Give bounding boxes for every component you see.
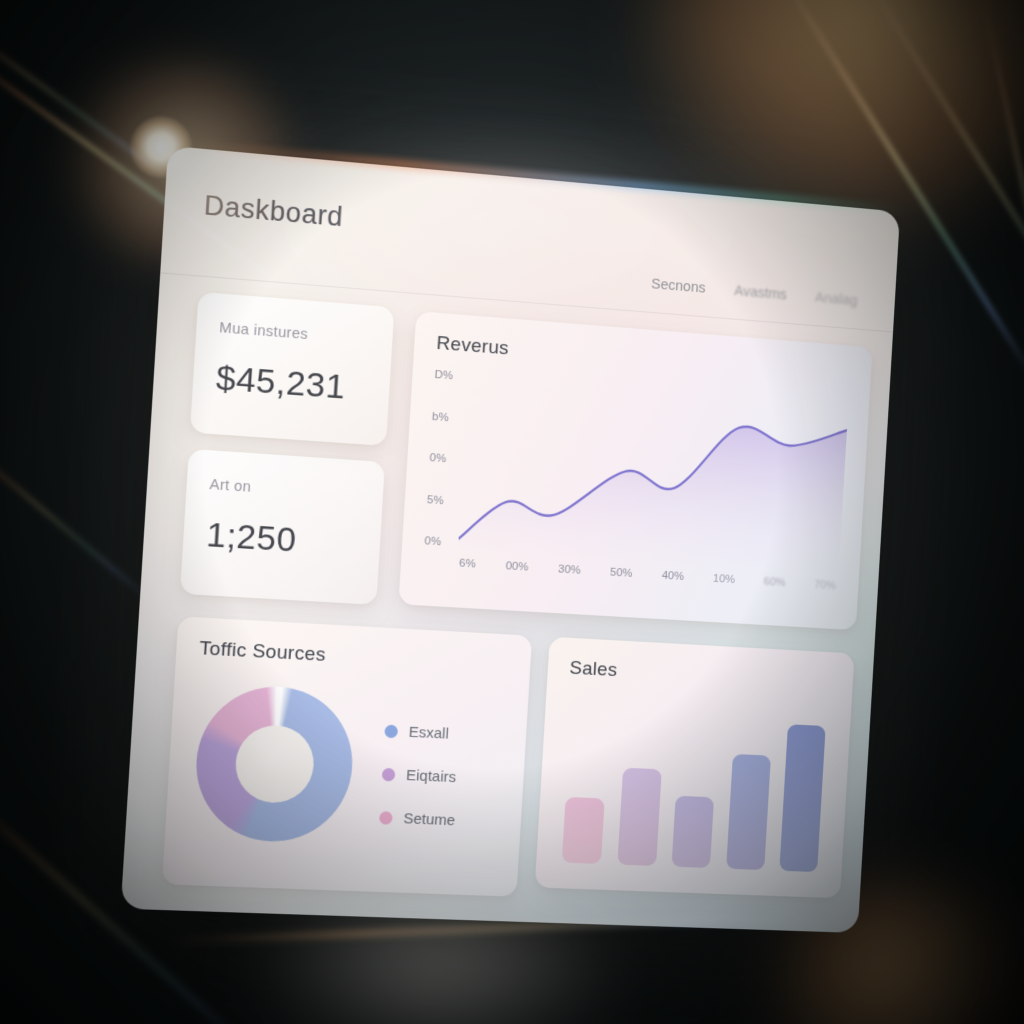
nav-item-avastms[interactable]: Avastms bbox=[734, 283, 787, 303]
donut-legend: Esxall Eiqtairs Setume bbox=[379, 723, 461, 830]
x-tick: 10% bbox=[713, 573, 736, 586]
stat-label: Mua instures bbox=[219, 320, 371, 348]
donut-chart bbox=[192, 683, 357, 844]
x-tick: 40% bbox=[661, 570, 684, 583]
donut-hole bbox=[233, 724, 316, 805]
sales-chart-card: Sales bbox=[535, 637, 855, 899]
stat-value: 1;250 bbox=[205, 516, 359, 565]
stat-value: $45,231 bbox=[215, 359, 368, 410]
y-tick: 0% bbox=[429, 452, 464, 466]
nav-item-analag[interactable]: Analag bbox=[815, 290, 858, 309]
sales-chart-title: Sales bbox=[569, 658, 833, 693]
stat-label: Art on bbox=[209, 477, 361, 503]
revenue-chart: D% b% 0% 5% 0% bbox=[424, 369, 849, 573]
x-tick: 00% bbox=[505, 560, 528, 573]
bar bbox=[617, 768, 661, 866]
legend-item: Eiqtairs bbox=[381, 766, 458, 786]
stat-card-count: Art on 1;250 bbox=[180, 449, 385, 605]
x-tick: 70% bbox=[814, 579, 836, 592]
bar-chart bbox=[562, 704, 827, 872]
legend-label: Eiqtairs bbox=[406, 767, 457, 786]
lens-flare-streak bbox=[0, 430, 150, 600]
lens-flare-streak bbox=[978, 0, 1024, 413]
area-chart bbox=[458, 371, 849, 572]
page-title: Daskboard bbox=[203, 190, 344, 233]
y-tick: 0% bbox=[424, 535, 459, 549]
y-tick: D% bbox=[434, 369, 469, 384]
y-tick: b% bbox=[432, 410, 467, 424]
stat-card-revenue: Mua instures $45,231 bbox=[190, 292, 394, 446]
scene: Daskboard Secnons Avastms Analag Mua ins… bbox=[0, 0, 1024, 1024]
x-tick: 60% bbox=[763, 576, 786, 589]
legend-dot-icon bbox=[384, 725, 398, 739]
nav-item-secnons[interactable]: Secnons bbox=[651, 276, 706, 296]
area-fill bbox=[458, 403, 847, 573]
legend-item: Esxall bbox=[384, 723, 461, 744]
lens-flare-streak bbox=[0, 0, 178, 186]
bar bbox=[562, 797, 605, 864]
dashboard-window: Daskboard Secnons Avastms Analag Mua ins… bbox=[121, 146, 900, 933]
legend-dot-icon bbox=[379, 811, 393, 825]
top-nav: Secnons Avastms Analag bbox=[651, 276, 858, 309]
legend-label: Esxall bbox=[408, 724, 449, 743]
x-tick: 50% bbox=[610, 567, 633, 580]
x-tick: 6% bbox=[459, 557, 476, 570]
legend-item: Setume bbox=[379, 809, 456, 829]
y-tick: 5% bbox=[427, 494, 462, 508]
bar bbox=[779, 724, 825, 872]
bar bbox=[726, 754, 771, 870]
revenue-chart-card: Reverus D%b%0%5%0% 6%00%30%50%40%10%60%7… bbox=[398, 311, 872, 630]
legend-dot-icon bbox=[382, 768, 396, 782]
legend-label: Setume bbox=[403, 810, 456, 829]
bar bbox=[671, 796, 714, 868]
traffic-sources-card: Toffic Sources Esxall Eiqtairs Setume bbox=[162, 616, 532, 896]
x-tick: 30% bbox=[558, 563, 581, 576]
traffic-sources-title: Toffic Sources bbox=[199, 638, 510, 676]
